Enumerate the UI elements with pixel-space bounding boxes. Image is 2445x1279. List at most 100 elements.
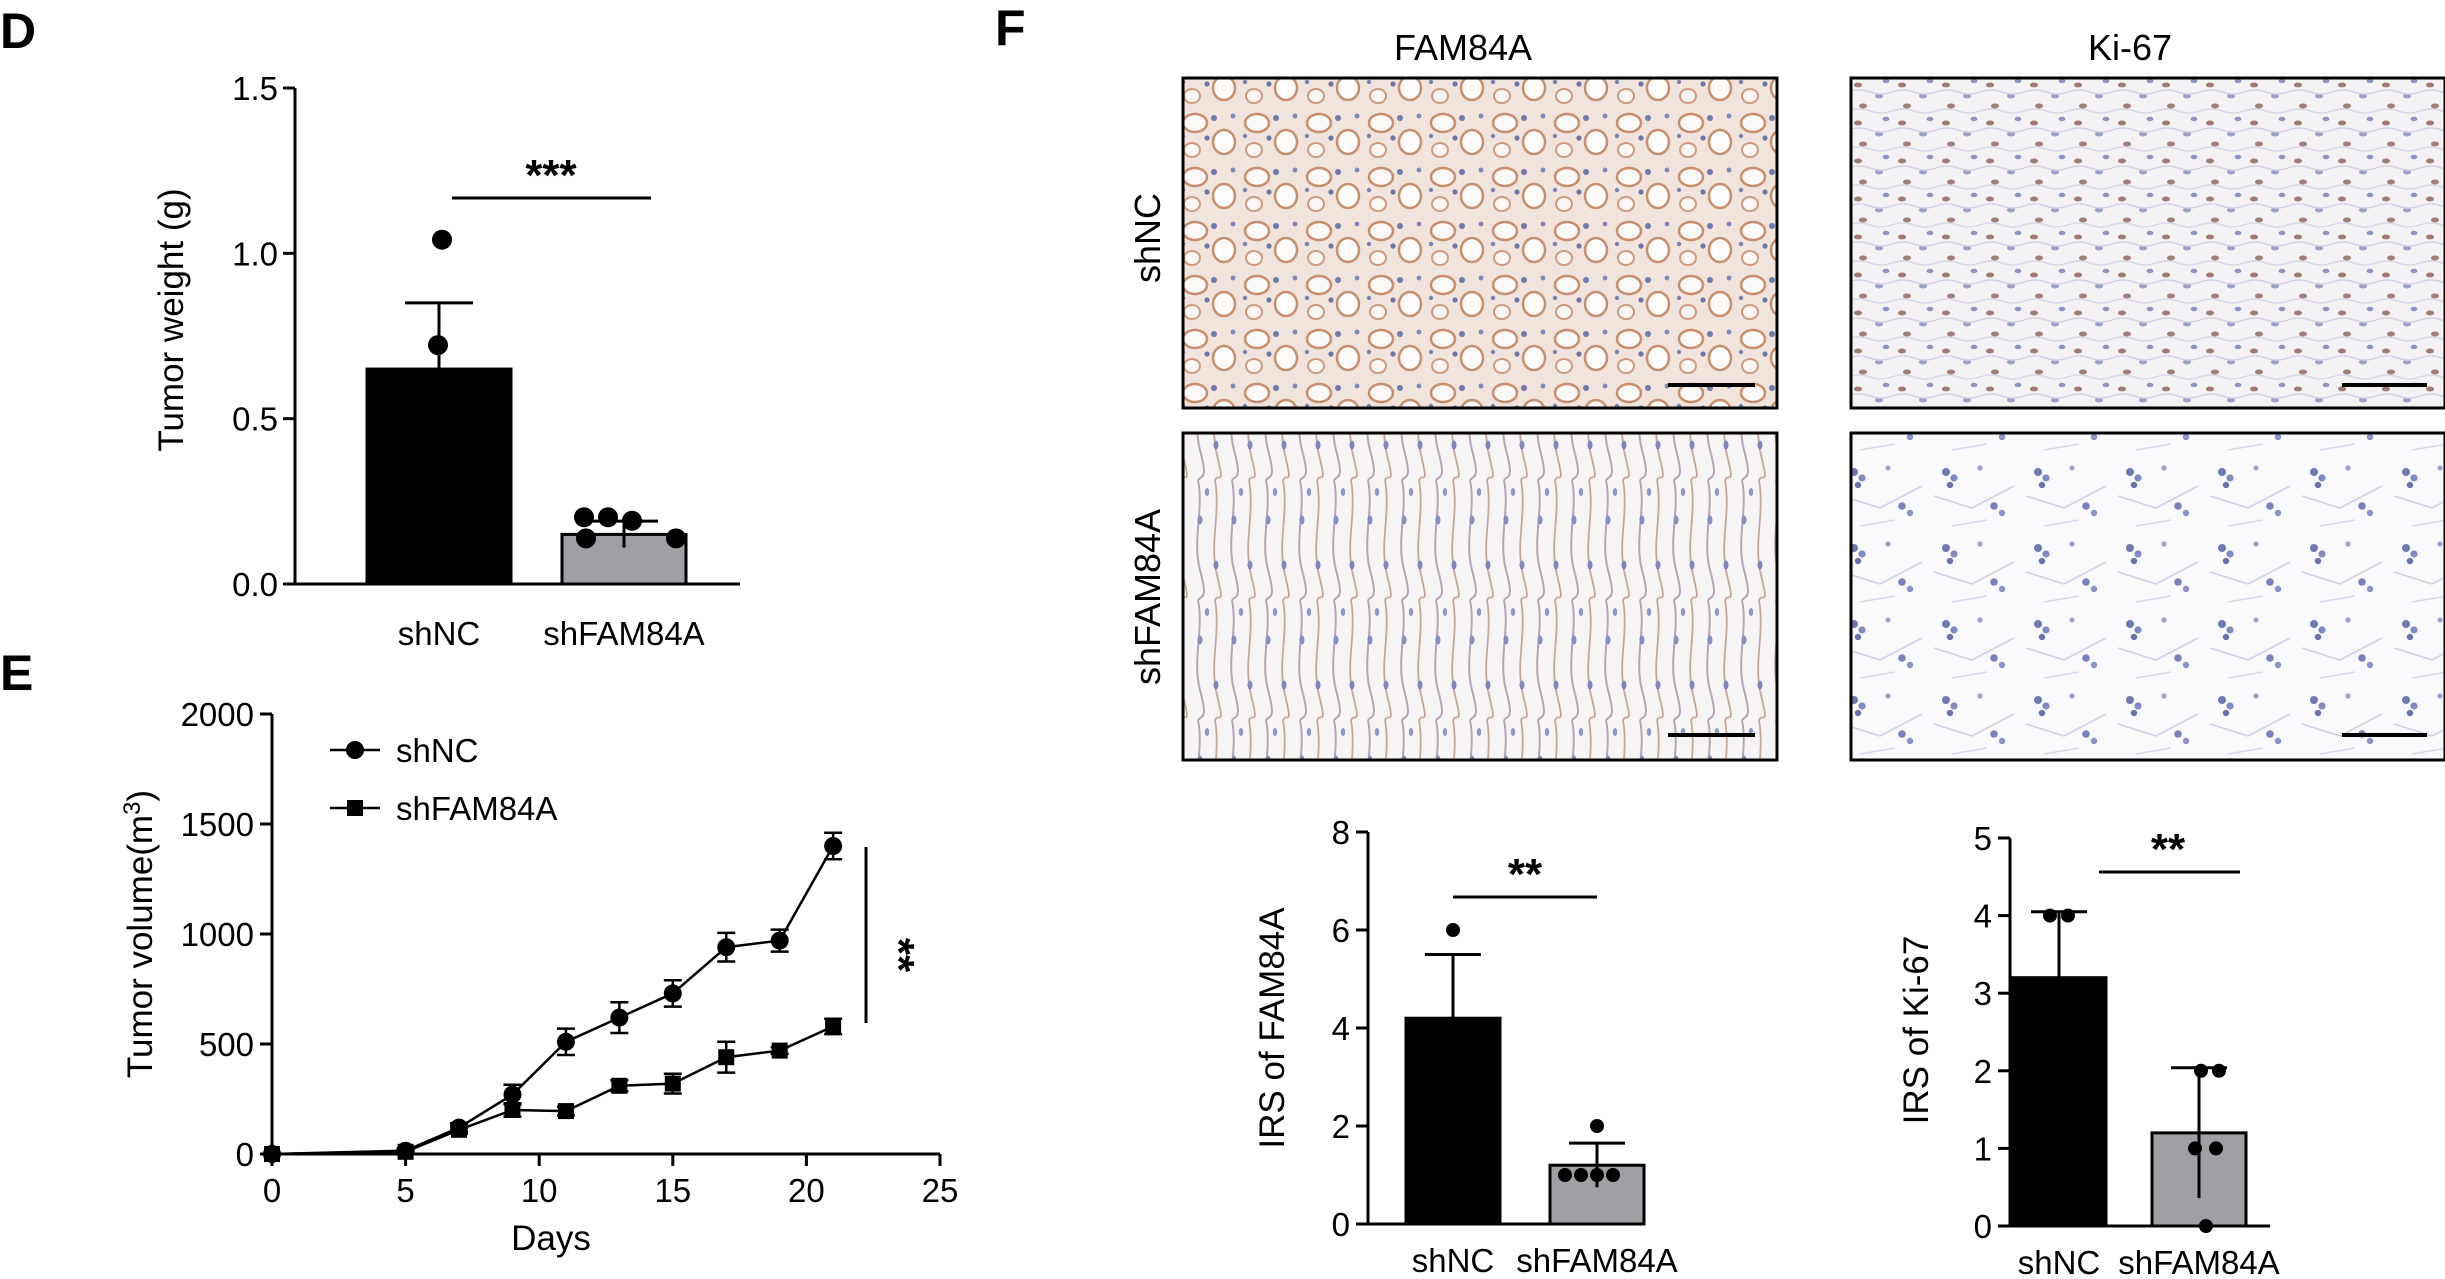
x-tick-label: shFAM84A	[543, 615, 704, 652]
column-label-ki67: Ki-67	[2088, 27, 2172, 68]
y-tick-label: 1.0	[232, 235, 278, 272]
data-point	[2043, 908, 2057, 923]
micrograph-ki67-shnc	[1849, 76, 2445, 410]
data-point	[557, 1103, 574, 1120]
significance-label: ***	[525, 151, 577, 200]
y-tick-label: 2000	[181, 696, 254, 733]
data-point	[428, 335, 448, 356]
chart-tumor-volume: 0 500 1000 1500 2000 0 5 10 15 20 25 Days Tumor volu…	[119, 696, 958, 1258]
y-tick-label: 3	[1974, 975, 1992, 1012]
data-point	[598, 507, 618, 528]
legend-marker	[347, 800, 363, 816]
y-tick-label: 8	[1332, 814, 1350, 851]
y-axis-title: Tumor volume(m3)	[119, 790, 160, 1078]
y-tick-label: 500	[199, 1026, 254, 1063]
data-point	[825, 1018, 842, 1035]
x-tick-label: 15	[654, 1172, 691, 1209]
legend-marker	[346, 741, 364, 759]
data-point	[504, 1102, 521, 1118]
data-point	[666, 528, 686, 549]
significance-label: **	[1508, 850, 1543, 899]
row-label-shnc: shNC	[1127, 193, 1168, 283]
column-label-fam84a: FAM84A	[1394, 27, 1532, 68]
legend-label: shFAM84A	[396, 790, 557, 827]
data-point	[451, 1121, 468, 1138]
x-tick-label: 5	[396, 1172, 414, 1209]
panel-letter-f: F	[995, 0, 1026, 56]
data-point	[664, 1075, 681, 1092]
chart-tumor-weight: 0.0 0.5 1.0 1.5 Tumor weight (g) shNC shFAM84A…	[152, 70, 740, 652]
y-tick-label: 6	[1332, 912, 1350, 949]
y-tick-label: 2	[1332, 1108, 1350, 1145]
y-tick-label: 2	[1974, 1053, 1992, 1090]
series-line-shnc	[271, 845, 835, 1156]
data-point	[1574, 1168, 1588, 1182]
data-point	[397, 1143, 414, 1160]
data-point	[2199, 1219, 2213, 1233]
y-tick-label: 4	[1974, 898, 1992, 935]
panel-letter-e: E	[0, 645, 33, 701]
y-axis-title: Tumor weight (g)	[152, 188, 191, 451]
x-tick-label: shFAM84A	[2118, 1244, 2279, 1279]
y-tick-label: 0	[236, 1136, 254, 1173]
data-point	[718, 1049, 735, 1066]
y-axis-title-sup: 3	[119, 802, 146, 815]
x-tick-label: shNC	[1412, 1242, 1495, 1279]
x-tick-label: shNC	[2018, 1244, 2101, 1279]
legend-label: shNC	[396, 732, 479, 769]
y-tick-label: 4	[1332, 1010, 1350, 1047]
panel-letter-d: D	[0, 3, 36, 59]
x-tick-label: shFAM84A	[1516, 1242, 1677, 1279]
data-point	[264, 1146, 280, 1162]
y-axis-title-end: )	[121, 790, 160, 802]
chart-irs-fam84a: 0 2 4 6 8 IRS of FAM84A shNC shFAM84A **	[1253, 814, 1678, 1279]
data-point	[610, 1008, 629, 1027]
data-point	[611, 1077, 628, 1094]
data-point	[824, 837, 843, 855]
x-axis-title: Days	[511, 1219, 591, 1258]
data-point	[556, 1032, 575, 1051]
x-tick-label: 20	[788, 1172, 825, 1209]
y-tick-label: 1000	[181, 916, 254, 953]
chart-irs-ki67: 0 1 2 3 4 5 IRS of Ki-67 shNC shFAM84A **	[1897, 820, 2280, 1279]
y-axis-title: IRS of Ki-67	[1897, 936, 1936, 1125]
y-tick-label: 1	[1974, 1130, 1992, 1167]
data-point	[1446, 1070, 1460, 1084]
x-tick-label: 10	[521, 1172, 558, 1209]
data-point	[2212, 1063, 2226, 1078]
y-tick-label: 1.5	[232, 70, 278, 107]
y-axis-title-main: Tumor volume(m	[121, 815, 160, 1078]
data-point	[574, 507, 594, 528]
data-point	[1590, 1168, 1604, 1182]
data-point	[2209, 1141, 2223, 1156]
data-point	[1606, 1168, 1620, 1182]
y-tick-label: 5	[1974, 820, 1992, 857]
data-point	[717, 938, 736, 957]
y-tick-label: 0	[1974, 1208, 1992, 1245]
data-point	[2188, 1141, 2202, 1156]
significance-label: **	[2151, 825, 2186, 874]
y-tick-label: 0.5	[232, 401, 278, 438]
data-point	[576, 528, 596, 549]
x-tick-label: 25	[922, 1172, 959, 1209]
x-tick-label: shNC	[398, 615, 481, 652]
x-tick-label: 0	[263, 1172, 281, 1209]
data-point	[432, 229, 452, 250]
y-tick-label: 0.0	[232, 566, 278, 603]
data-point	[771, 1042, 788, 1059]
y-tick-label: 1500	[181, 806, 254, 843]
data-point	[1446, 923, 1460, 937]
significance-label: **	[874, 938, 923, 973]
data-point	[1590, 1119, 1604, 1133]
micrograph-fam84a-shnc	[1181, 76, 1779, 410]
row-label-shfam84a: shFAM84A	[1127, 509, 1168, 685]
micrograph-grid: FAM84A Ki-67 shNC shFAM84A	[1127, 27, 2445, 762]
data-point	[503, 1085, 522, 1104]
micrograph-fam84a-shfam84a	[1181, 431, 1779, 762]
data-point	[622, 510, 642, 531]
series-line-shfam84a	[271, 1025, 834, 1156]
data-point	[2194, 1063, 2208, 1078]
data-point	[770, 931, 789, 950]
y-axis-title: IRS of FAM84A	[1253, 907, 1292, 1149]
